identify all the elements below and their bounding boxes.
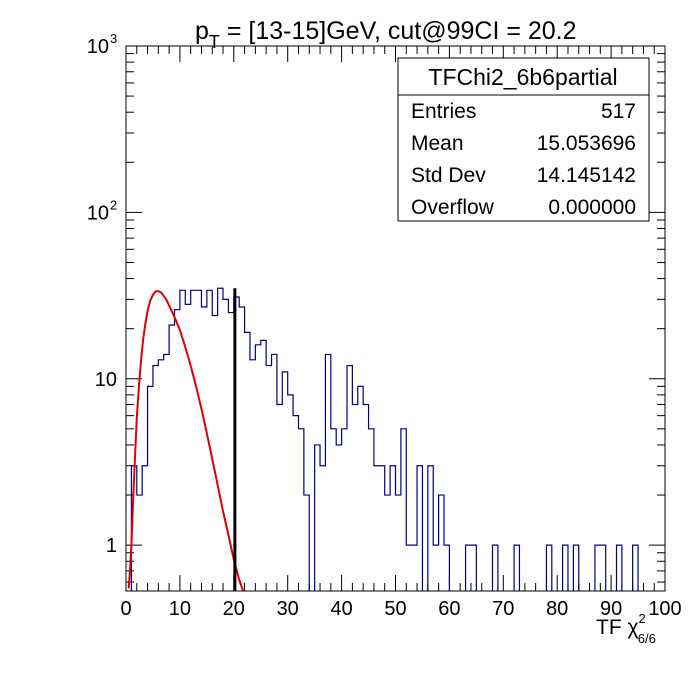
x-tick-label: 60 <box>438 598 460 620</box>
title-prefix: p <box>195 17 209 45</box>
title-rest: = [13-15]GeV, cut@99CI = 20.2 <box>220 17 577 45</box>
stats-stddev-label: Std Dev <box>411 164 486 187</box>
x-tick-label: 40 <box>330 598 352 620</box>
x-axis-label-main: TF χ <box>596 616 639 639</box>
x-tick-label: 80 <box>546 598 568 620</box>
x-axis-label: TF χ2 6/6 <box>596 611 656 646</box>
x-axis-label-sub: 6/6 <box>638 631 656 646</box>
stats-box-title: TFChi2_6b6partial <box>428 64 617 90</box>
x-tick-label: 90 <box>600 598 622 620</box>
stats-box-frame <box>397 57 650 222</box>
stats-mean-label: Mean <box>411 132 464 155</box>
title-subscript: T <box>209 32 220 52</box>
x-axis-label-sup: 2 <box>639 611 646 626</box>
x-tick-label: 70 <box>492 598 514 620</box>
stats-stddev-value: 14.145142 <box>537 164 636 187</box>
y-tick-label-exponent: 3 <box>110 31 117 46</box>
chart-title: pT = [13-15]GeV, cut@99CI = 20.2 <box>195 17 577 52</box>
stats-overflow-value: 0.000000 <box>548 196 636 219</box>
stats-entries-value: 517 <box>601 100 636 123</box>
x-tick-label: 100 <box>648 598 681 620</box>
plot-frame <box>125 45 666 592</box>
x-tick-label: 10 <box>169 598 191 620</box>
x-tick-label: 50 <box>384 598 406 620</box>
y-tick-label: 1 <box>106 535 117 557</box>
y-tick-label-exponent: 2 <box>110 197 117 212</box>
x-tick-label: 30 <box>277 598 299 620</box>
y-tick-label: 10 <box>87 36 109 58</box>
y-tick-label: 10 <box>87 202 109 224</box>
x-tick-label: 20 <box>223 598 245 620</box>
histogram <box>130 287 639 591</box>
histogram-step <box>130 287 639 591</box>
x-tick-labels: 0 10 20 30 40 50 60 70 80 90 100 <box>120 598 681 620</box>
x-tick-label: 0 <box>120 598 131 620</box>
y-tick-label: 10 <box>95 369 117 391</box>
fit-curve-group <box>127 290 245 591</box>
stats-entries-label: Entries <box>411 100 476 123</box>
stats-mean-value: 15.053696 <box>537 132 636 155</box>
fit-curve <box>127 290 245 591</box>
stats-box: TFChi2_6b6partial Entries 517 Mean 15.05… <box>397 57 650 222</box>
stats-overflow-label: Overflow <box>411 196 495 219</box>
